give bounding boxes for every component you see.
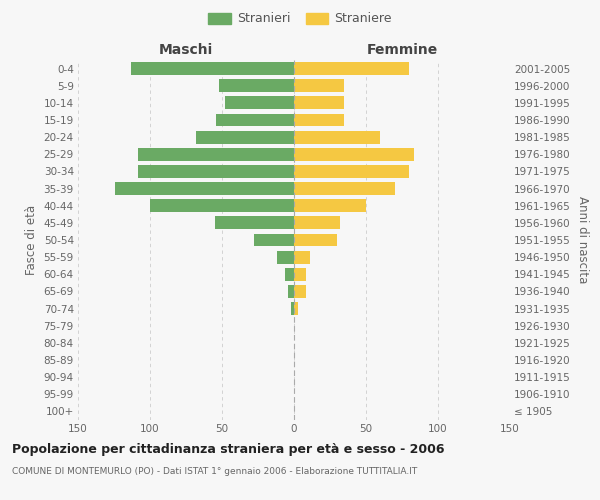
- Bar: [294, 200, 366, 212]
- Bar: [225, 96, 294, 110]
- Bar: [294, 148, 413, 160]
- Bar: [216, 114, 294, 126]
- Bar: [254, 234, 294, 246]
- Bar: [291, 302, 294, 315]
- Bar: [294, 250, 310, 264]
- Text: Femmine: Femmine: [367, 42, 437, 56]
- Text: Maschi: Maschi: [159, 42, 213, 56]
- Bar: [131, 62, 294, 75]
- Y-axis label: Anni di nascita: Anni di nascita: [577, 196, 589, 284]
- Legend: Stranieri, Straniere: Stranieri, Straniere: [205, 8, 395, 29]
- Bar: [286, 268, 294, 280]
- Text: Popolazione per cittadinanza straniera per età e sesso - 2006: Popolazione per cittadinanza straniera p…: [12, 442, 445, 456]
- Bar: [294, 62, 409, 75]
- Bar: [294, 182, 395, 195]
- Bar: [294, 130, 380, 143]
- Bar: [277, 250, 294, 264]
- Bar: [139, 165, 294, 178]
- Bar: [196, 130, 294, 143]
- Bar: [150, 200, 294, 212]
- Bar: [219, 80, 294, 92]
- Bar: [294, 165, 409, 178]
- Bar: [294, 302, 298, 315]
- Bar: [288, 285, 294, 298]
- Bar: [294, 216, 340, 230]
- Bar: [294, 80, 344, 92]
- Bar: [294, 96, 344, 110]
- Bar: [215, 216, 294, 230]
- Bar: [294, 114, 344, 126]
- Bar: [294, 234, 337, 246]
- Bar: [139, 148, 294, 160]
- Y-axis label: Fasce di età: Fasce di età: [25, 205, 38, 275]
- Text: COMUNE DI MONTEMURLO (PO) - Dati ISTAT 1° gennaio 2006 - Elaborazione TUTTITALIA: COMUNE DI MONTEMURLO (PO) - Dati ISTAT 1…: [12, 468, 417, 476]
- Bar: [294, 285, 305, 298]
- Bar: [115, 182, 294, 195]
- Bar: [294, 268, 305, 280]
